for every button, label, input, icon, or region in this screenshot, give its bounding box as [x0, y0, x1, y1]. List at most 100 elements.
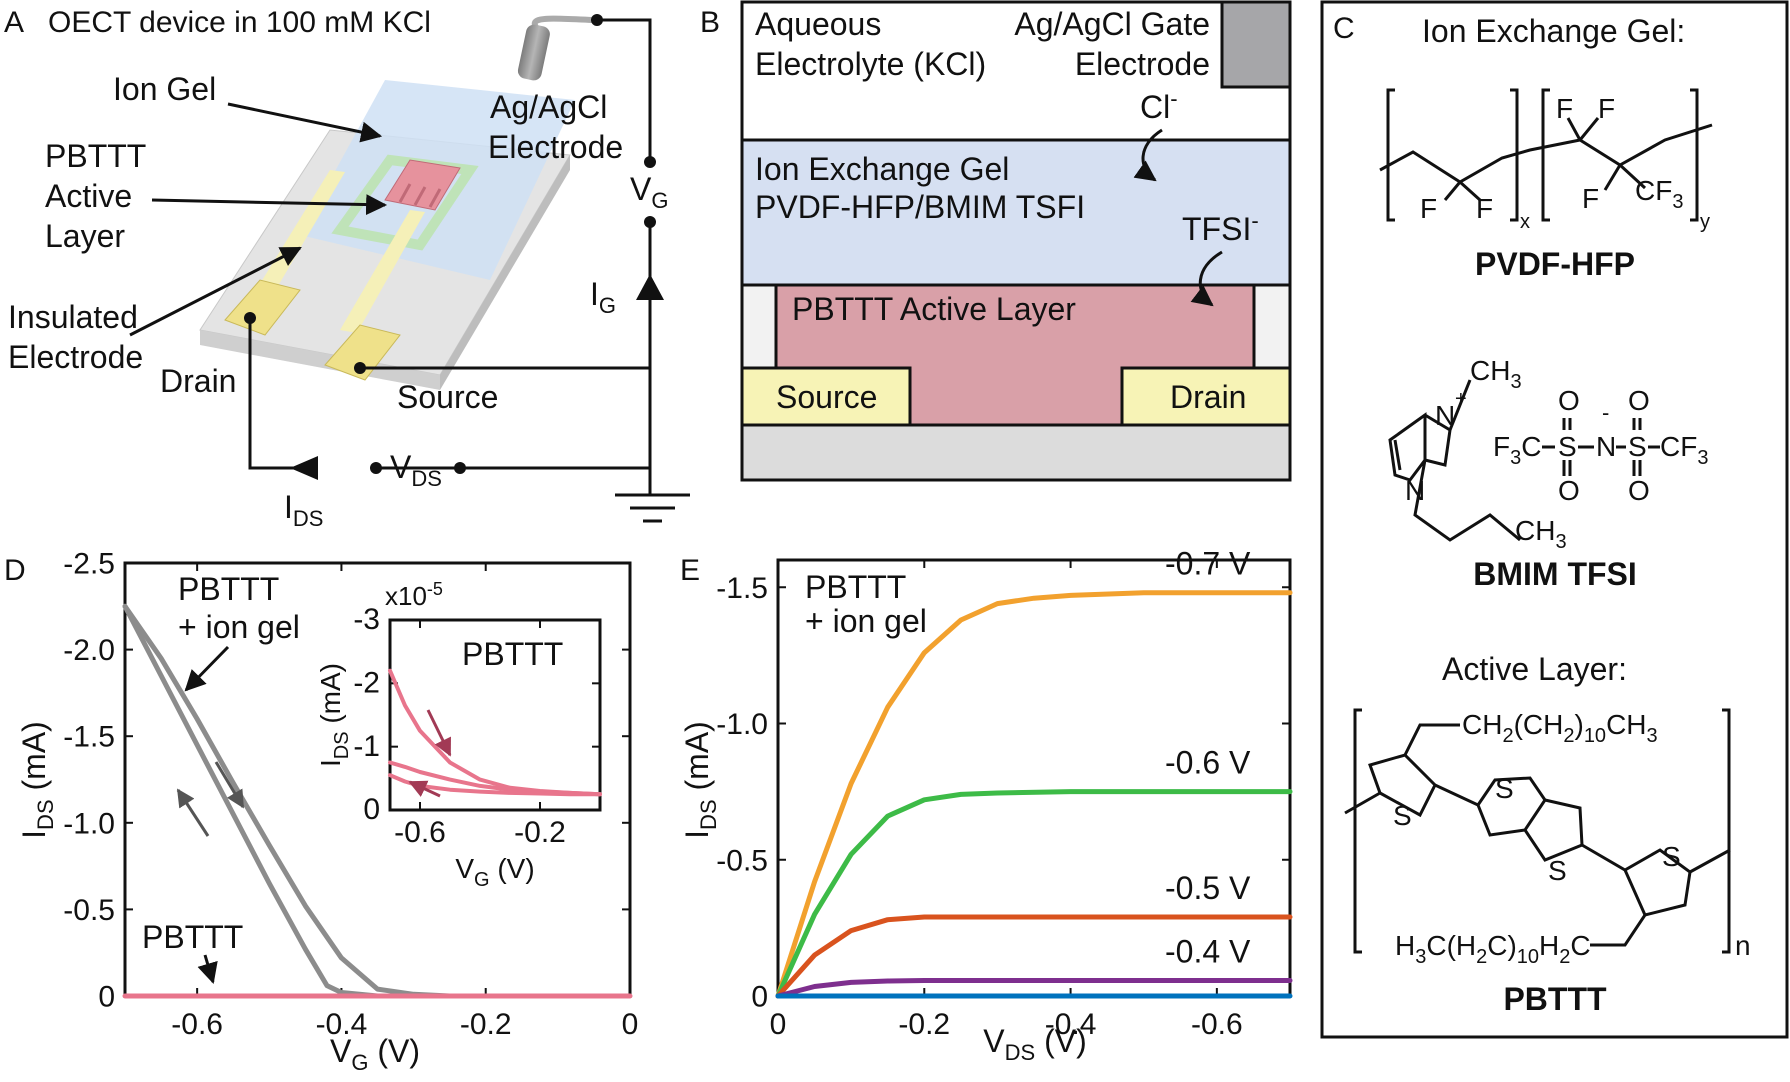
series-label-3: -0.4 V	[1165, 933, 1251, 969]
plot-e-ticks: 0 -0.2 -0.4 -0.6 0 -0.5 -1.0 -1.5	[716, 560, 1290, 1041]
svg-text:VDS (V): VDS (V)	[983, 1023, 1086, 1065]
atom-s-ring1: S	[1393, 800, 1412, 831]
oect-device-illustration	[199, 80, 575, 390]
svg-text:CH3: CH3	[1515, 515, 1567, 553]
atom-s-1: S	[1558, 431, 1577, 462]
label-aqueous-2: Electrolyte (KCl)	[755, 46, 986, 82]
svg-text:IDS (mA): IDS (mA)	[16, 721, 58, 839]
x-tick-label: 0	[622, 1008, 639, 1041]
series-line-0	[775, 590, 1293, 999]
inset-title: PBTTT	[462, 636, 563, 672]
atom-ch3-top: CH	[1470, 355, 1510, 386]
e-xlabel: V	[983, 1023, 1005, 1059]
label-drain: Drain	[160, 363, 236, 399]
y-tick-label: 0	[363, 793, 380, 826]
atom-ch3-top-sub: 3	[1510, 371, 1521, 393]
y-tick-label: -0.5	[63, 894, 115, 927]
panel-d-letter: D	[4, 554, 26, 587]
x-tick-label: -0.6	[1191, 1008, 1243, 1041]
label-ag-agcl-1: Ag/AgCl	[490, 89, 607, 125]
atom-f-5: F	[1582, 183, 1599, 214]
panel-e: E 0 -0.2 -0.4 -0.6 0 -0.5 -1.0 -1.5 IDS (mA) VD…	[679, 546, 1293, 1065]
inset-ticks: -0.6 -0.2 -3 -2 -1 0	[353, 603, 600, 849]
svg-text:IDS: IDS	[284, 489, 323, 531]
panel-a-title: OECT device in 100 mM KCl	[48, 6, 431, 39]
plot-d-series	[122, 603, 633, 999]
panel-c-frame	[1320, 0, 1789, 1039]
panel-a-letter: A	[4, 6, 24, 39]
panel-c-letter: C	[1333, 12, 1355, 45]
atom-f-3: F	[1556, 93, 1573, 124]
svg-text:VG: VG	[630, 171, 668, 213]
series-label-0: -0.7 V	[1165, 546, 1251, 582]
label-gate-1: Ag/AgCl Gate	[1014, 6, 1210, 42]
panel-e-letter: E	[680, 554, 700, 587]
label-active-layer: PBTTT Active Layer	[792, 291, 1076, 327]
bmim-structure	[1388, 379, 1521, 542]
y-tick-label: 0	[98, 981, 115, 1014]
chain-bottom: H	[1395, 930, 1415, 961]
inset-multiplier: x10	[385, 581, 427, 611]
d-annot-gel-1: PBTTT	[178, 571, 279, 607]
inset-ylabel: I	[315, 759, 346, 767]
pbttt-structure	[1344, 708, 1731, 954]
svg-text:F3C: F3C	[1493, 431, 1541, 469]
cation-charge: +	[1455, 388, 1467, 410]
panel-b-letter: B	[700, 6, 720, 39]
series-label-1: -0.6 V	[1165, 745, 1251, 781]
y-tick-label: -1.5	[716, 572, 768, 605]
atom-s-2: S	[1628, 431, 1647, 462]
plot-d-inset: -0.6 -0.2 -3 -2 -1 0 PBTTT x10-5 IDS (mA) VG …	[315, 579, 602, 891]
atom-o-1: O	[1558, 385, 1580, 416]
svg-text:VG (V): VG (V)	[455, 853, 534, 891]
tfsi-structure: F3C S N - S CF3 O O O O	[1493, 385, 1708, 506]
circuit-nodes	[244, 14, 664, 480]
label-ids-sub: DS	[293, 506, 324, 531]
subscript-y: y	[1700, 211, 1710, 233]
x-tick-label: -0.4	[1045, 1008, 1097, 1041]
d-xlabel: V	[330, 1033, 352, 1069]
circuit	[248, 18, 690, 523]
atom-f-2: F	[1476, 193, 1493, 224]
d-annot-gel-2: + ion gel	[178, 609, 300, 645]
svg-text:IDS (mA): IDS (mA)	[679, 721, 721, 839]
anion-charge: -	[1602, 400, 1609, 425]
atom-s-ring2: S	[1495, 773, 1514, 804]
drain-pad	[224, 279, 301, 336]
atom-ch3-bottom-sub: 3	[1555, 531, 1566, 553]
svg-text:CH3: CH3	[1470, 355, 1522, 393]
plot-d-ticks: -0.6 -0.4 -0.2 0 -2.5 -2.0 -1.5 -1.0 -0.5 0	[63, 548, 638, 1042]
label-tfsi-sup: -	[1251, 208, 1258, 233]
e-ylabel: I	[679, 830, 715, 839]
plot-e-series	[775, 590, 1293, 999]
y-tick-label: -2	[353, 666, 380, 699]
panel-d: D -0.6 -0.4 -0.2 0 -2.5 -2.0 -1.5 -1.0 -0.5 0 IDS…	[4, 548, 638, 1076]
source-contact	[740, 366, 912, 427]
substrate	[740, 423, 1292, 482]
e-annot-2: + ion gel	[805, 603, 927, 639]
subscript-x: x	[1520, 211, 1530, 233]
label-vds: V	[390, 449, 412, 485]
panel-a: A OECT device in 100 mM KCl	[4, 6, 690, 531]
label-cl: Cl	[1140, 89, 1170, 125]
x-tick-label: 0	[770, 1008, 787, 1041]
atom-f-1: F	[1420, 193, 1437, 224]
series-line-1	[122, 603, 453, 999]
label-aqueous-1: Aqueous	[755, 6, 881, 42]
label-source-b: Source	[776, 379, 877, 415]
label-tfsi: TFSI	[1182, 211, 1251, 247]
source-pad	[324, 324, 401, 381]
series-line-1	[775, 789, 1293, 999]
pvdf-title: Ion Exchange Gel:	[1422, 13, 1685, 49]
d-ylabel: I	[16, 830, 52, 839]
atom-s-ring4: S	[1662, 841, 1681, 872]
label-gate-2: Electrode	[1075, 46, 1210, 82]
y-tick-label: -0.5	[716, 844, 768, 877]
panel-c: C Ion Exchange Gel: F F x F F F CF3 y PV…	[1320, 0, 1789, 1039]
series-line-2	[775, 914, 1293, 999]
label-vg-sub: G	[651, 188, 668, 213]
label-ids: I	[284, 489, 293, 525]
label-ig: I	[590, 276, 599, 312]
label-vds-sub: DS	[411, 466, 442, 491]
